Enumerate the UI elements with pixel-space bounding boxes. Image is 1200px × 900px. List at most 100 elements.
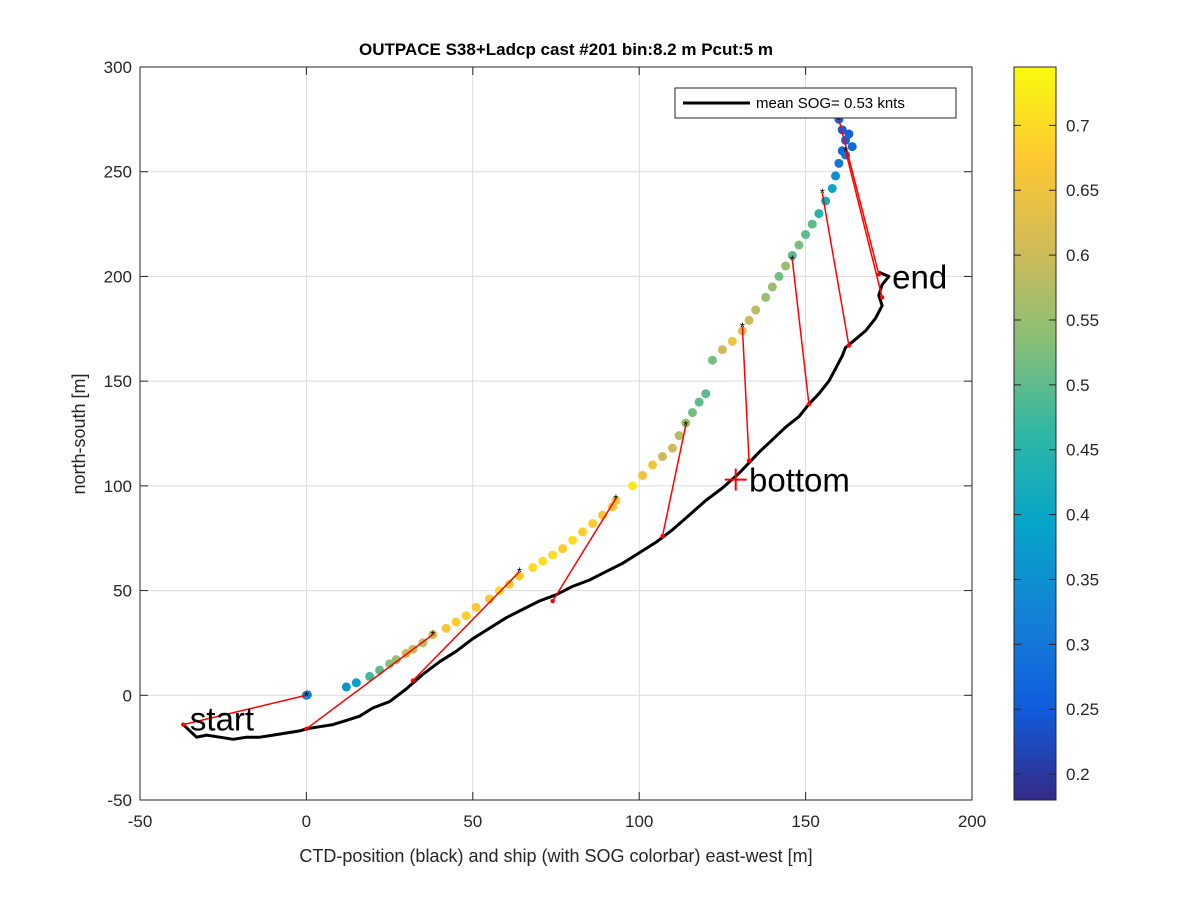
x-tick-label: -50 bbox=[128, 812, 153, 831]
connection-end-marker bbox=[746, 458, 752, 463]
grid-lines bbox=[140, 67, 972, 800]
x-axis-ticks: -50 0 50 100 150 200 bbox=[128, 67, 986, 831]
colorbar-tick-label: 0.55 bbox=[1066, 311, 1099, 330]
y-tick-label: 100 bbox=[104, 477, 132, 496]
ship-point bbox=[674, 431, 684, 441]
x-tick-label: 50 bbox=[463, 812, 482, 831]
ctd-track-line bbox=[182, 270, 891, 741]
y-axis-label: north-south [m] bbox=[69, 373, 89, 494]
annotations: start bottom end bbox=[190, 258, 947, 737]
ship-point bbox=[751, 305, 761, 315]
legend: mean SOG= 0.53 knts bbox=[674, 87, 957, 119]
ship-point bbox=[494, 586, 504, 596]
ship-point bbox=[638, 470, 648, 480]
ship-point bbox=[657, 452, 667, 462]
y-axis-ticks: -50 0 50 100 150 200 250 300 bbox=[104, 58, 972, 810]
connection-line bbox=[661, 424, 687, 537]
ship-point bbox=[794, 240, 804, 250]
ship-point bbox=[391, 655, 401, 665]
ship-point bbox=[528, 563, 538, 573]
plot-area: * * * * * * * * * * start bottom end -50 0 50 100 150 20… bbox=[104, 58, 987, 831]
ship-point bbox=[558, 544, 568, 554]
ship-point bbox=[761, 292, 771, 302]
connection-line bbox=[412, 571, 520, 682]
y-tick-label: 300 bbox=[104, 58, 132, 77]
ship-marker-star: * bbox=[820, 186, 825, 201]
y-tick-label: -50 bbox=[107, 791, 132, 810]
connection-end-marker bbox=[846, 343, 852, 348]
ship-point bbox=[787, 250, 797, 260]
connection-end-marker bbox=[876, 272, 882, 277]
ship-point bbox=[504, 579, 514, 589]
y-tick-label: 0 bbox=[123, 686, 132, 705]
ship-point bbox=[302, 690, 312, 700]
colorbar-tick-label: 0.6 bbox=[1066, 246, 1090, 265]
ship-point bbox=[628, 481, 638, 491]
connection-end-marker bbox=[181, 722, 186, 727]
annotation-bottom: bottom bbox=[749, 462, 850, 499]
y-tick-label: 50 bbox=[113, 582, 132, 601]
colorbar-tick-label: 0.3 bbox=[1066, 635, 1090, 654]
ship-marker-star: * bbox=[836, 112, 841, 127]
ship-point bbox=[831, 171, 841, 181]
ship-point bbox=[717, 345, 727, 355]
ship-point bbox=[667, 443, 677, 453]
ship-marker-star: * bbox=[517, 565, 522, 580]
chart-title: OUTPACE S38+Ladcp cast #201 bin:8.2 m Pc… bbox=[359, 40, 773, 59]
x-tick-label: 100 bbox=[625, 812, 653, 831]
ship-point bbox=[341, 682, 351, 692]
ship-marker-star: * bbox=[790, 253, 795, 268]
connection-line bbox=[183, 694, 307, 726]
colorbar-tick-label: 0.4 bbox=[1066, 506, 1090, 525]
ship-point bbox=[451, 617, 461, 627]
y-tick-label: 200 bbox=[104, 267, 132, 286]
ship-point bbox=[807, 219, 817, 229]
ship-point bbox=[781, 261, 791, 271]
x-tick-label: 200 bbox=[958, 812, 986, 831]
marker-points: * * * * * * * * * * bbox=[304, 112, 848, 703]
ship-marker-star: * bbox=[430, 628, 435, 643]
connection-end-marker bbox=[806, 401, 812, 407]
colorbar-gradient bbox=[1013, 66, 1057, 801]
ship-point bbox=[801, 230, 811, 240]
ship-point bbox=[707, 355, 717, 365]
colorbar-tick-label: 0.35 bbox=[1066, 570, 1099, 589]
colorbar-tick-label: 0.25 bbox=[1066, 700, 1099, 719]
ship-point bbox=[694, 397, 704, 407]
ship-marker-star: * bbox=[304, 688, 309, 703]
ship-point bbox=[351, 678, 361, 688]
ship-marker-star: * bbox=[740, 320, 745, 335]
ship-point bbox=[365, 671, 375, 681]
ship-point bbox=[774, 271, 784, 281]
colorbar-tick-label: 0.2 bbox=[1066, 765, 1090, 784]
ship-point bbox=[385, 659, 395, 669]
ship-point bbox=[484, 594, 494, 604]
ship-point bbox=[568, 535, 578, 545]
ship-point bbox=[588, 519, 598, 529]
colorbar-tick-label: 0.65 bbox=[1066, 181, 1099, 200]
ship-point bbox=[441, 623, 451, 633]
ship-point bbox=[548, 550, 558, 560]
ship-point bbox=[727, 336, 737, 346]
ship-point bbox=[471, 602, 481, 612]
colorbar: 0.2 0.25 0.3 0.35 0.4 0.45 0.5 0.55 0.6 0.65 0.7 bbox=[1013, 66, 1099, 801]
ship-point bbox=[844, 129, 854, 139]
ship-marker-star: * bbox=[683, 418, 688, 433]
connection-line bbox=[791, 259, 810, 405]
colorbar-tick-label: 0.45 bbox=[1066, 441, 1099, 460]
connection-end-marker bbox=[304, 726, 309, 731]
ship-point bbox=[767, 282, 777, 292]
connection-line bbox=[844, 150, 883, 298]
colorbar-ticks: 0.2 0.25 0.3 0.35 0.4 0.45 0.5 0.55 0.6 0.65 0.7 bbox=[1014, 116, 1099, 784]
x-tick-label: 0 bbox=[302, 812, 311, 831]
connection-end-marker bbox=[660, 533, 665, 539]
x-axis-label: CTD-position (black) and ship (with SOG … bbox=[299, 846, 812, 866]
ship-marker-star: * bbox=[613, 491, 618, 506]
ship-point bbox=[744, 315, 754, 325]
axes-box bbox=[139, 66, 973, 801]
ship-point bbox=[687, 408, 697, 418]
ship-point bbox=[648, 460, 658, 470]
ship-point bbox=[578, 527, 588, 537]
connection-line bbox=[838, 119, 880, 275]
